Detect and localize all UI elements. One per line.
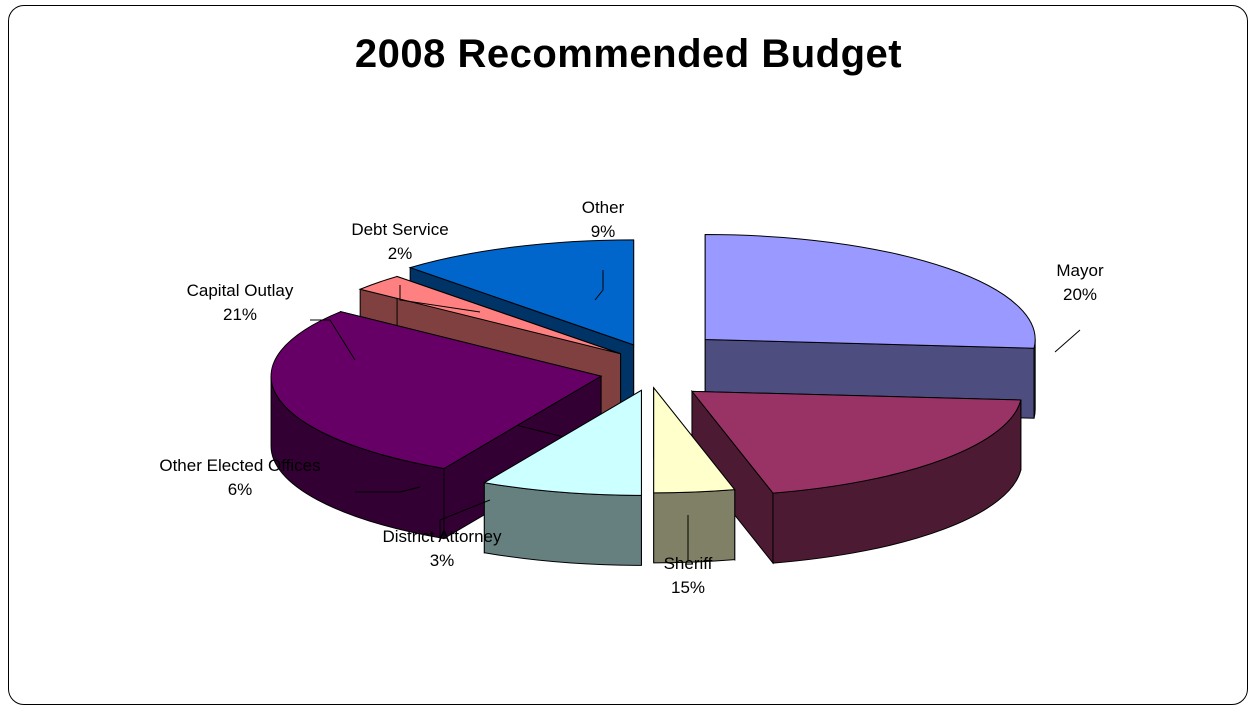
slice-top — [653, 386, 736, 494]
leader-line-debt-service — [399, 285, 481, 313]
slice-percent-mayor: 20% — [1063, 285, 1097, 304]
slice-label-mayor: Mayor — [1056, 261, 1104, 280]
pie-slice-sheriff — [690, 389, 1022, 565]
slice-percent-sheriff: 15% — [671, 578, 705, 597]
slice-outer-side — [1033, 339, 1036, 419]
leader-line-other-elected-offices — [355, 486, 421, 493]
slice-top — [408, 239, 635, 346]
slice-label-debt-service: Debt Service — [351, 220, 448, 239]
slice-percent-other: 9% — [591, 222, 616, 241]
leader-line-other — [594, 270, 604, 301]
slice-top — [482, 389, 642, 496]
slice-outer-side — [653, 489, 736, 564]
chart-title: 2008 Recommended Budget — [354, 32, 903, 76]
slice-label-other-elected-offices: Other Elected Offices — [159, 456, 320, 475]
leader-line-capital-outlay — [310, 319, 356, 361]
slice-label-sheriff: Sheriff — [664, 554, 713, 573]
slices-layer — [270, 234, 1036, 566]
pie-slice-mayor — [704, 234, 1036, 419]
leader-line-district-attorney — [439, 499, 491, 540]
slice-top — [270, 311, 603, 470]
slice-percent-district-attorney: 3% — [430, 551, 455, 570]
slice-top — [690, 390, 1022, 494]
slice-percent-capital-outlay: 21% — [223, 305, 257, 324]
slice-label-capital-outlay: Capital Outlay — [187, 281, 294, 300]
slice-percent-debt-service: 2% — [388, 244, 413, 263]
leader-lines — [310, 270, 1081, 560]
leader-line-mayor — [1054, 329, 1081, 353]
pie-slice-capital-outlay — [270, 311, 603, 540]
slice-top — [704, 234, 1036, 349]
slice-label-district-attorney: District Attorney — [382, 527, 502, 546]
slice-label-other: Other — [582, 198, 625, 217]
slice-percent-other-elected-offices: 6% — [228, 480, 253, 499]
slice-top — [358, 275, 621, 355]
slice-labels: Mayor 20% Sheriff 15% District Attorney 3% Oth… — [159, 198, 1104, 597]
pie-slice-district-attorney — [653, 386, 736, 564]
pie-slice-other-elected-offices — [482, 389, 642, 566]
